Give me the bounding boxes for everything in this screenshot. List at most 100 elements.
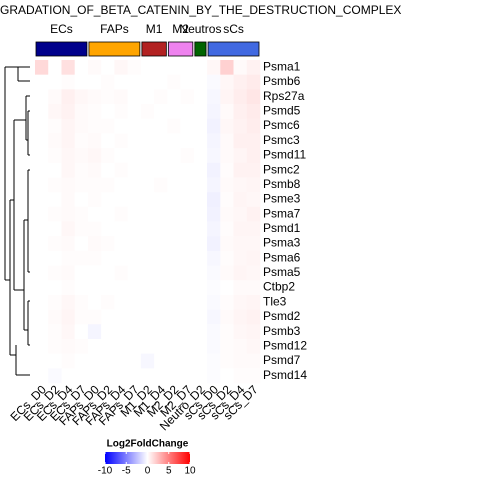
heatmap-cell — [87, 265, 102, 281]
row-label: Psmc3 — [263, 133, 300, 147]
heatmap-cell — [180, 324, 195, 340]
heatmap-cell — [48, 280, 62, 296]
heatmap-cell — [87, 250, 102, 266]
heatmap-cell — [180, 338, 195, 354]
heatmap-cell — [101, 250, 115, 266]
heatmap-cell — [61, 324, 76, 340]
heatmap-cell — [246, 177, 261, 193]
heatmap-cell — [233, 162, 248, 178]
heatmap-cell — [87, 236, 102, 252]
heatmap-cell — [246, 353, 261, 369]
group-label: FAPs — [100, 22, 129, 36]
heatmap-cell — [127, 74, 142, 90]
row-label: Psmb6 — [263, 74, 301, 88]
heatmap-cell — [74, 89, 89, 105]
heatmap-cell — [87, 162, 102, 178]
heatmap-cell — [207, 368, 221, 384]
heatmap-cell — [140, 338, 155, 354]
heatmap-cell — [48, 89, 62, 105]
heatmap-cell — [127, 280, 142, 296]
heatmap-cell — [48, 177, 62, 193]
heatmap-cell — [114, 206, 128, 222]
heatmap-cell — [207, 148, 221, 164]
heatmap-cell — [74, 148, 89, 164]
heatmap-cell — [35, 192, 49, 208]
legend-tick-label: -5 — [122, 466, 131, 477]
heatmap-cell — [246, 368, 261, 384]
heatmap-cell — [220, 162, 234, 178]
heatmap-cell — [35, 250, 49, 266]
heatmap-cell — [154, 265, 168, 281]
heatmap-cell — [180, 250, 195, 266]
heatmap-cell — [74, 309, 89, 325]
heatmap-cell — [154, 192, 168, 208]
heatmap-cell — [140, 250, 155, 266]
heatmap-cell — [35, 74, 49, 90]
heatmap-cell — [140, 162, 155, 178]
heatmap-cell — [74, 133, 89, 149]
heatmap-cell — [220, 133, 234, 149]
heatmap-cell — [193, 89, 208, 105]
heatmap-cell — [220, 118, 234, 134]
heatmap-cell — [61, 236, 76, 252]
heatmap-cell — [74, 250, 89, 266]
heatmap-cell — [233, 192, 248, 208]
legend-tick-label: -10 — [98, 466, 113, 477]
heatmap-cell — [180, 148, 195, 164]
heatmap-cell — [220, 89, 234, 105]
heatmap-cell — [74, 221, 89, 237]
row-label: Psmc6 — [263, 118, 300, 132]
heatmap-cell — [154, 250, 168, 266]
heatmap-cell — [233, 265, 248, 281]
heatmap-cell — [154, 338, 168, 354]
heatmap-cell — [246, 148, 261, 164]
heatmap-cell — [140, 353, 155, 369]
heatmap-cell — [127, 118, 142, 134]
heatmap-cell — [87, 74, 102, 90]
heatmap-cell — [140, 148, 155, 164]
heatmap-cell — [87, 294, 102, 310]
heatmap-cell — [87, 118, 102, 134]
heatmap-cell — [207, 177, 221, 193]
heatmap-cell — [114, 280, 128, 296]
heatmap-cell — [35, 368, 49, 384]
heatmap-cell — [35, 236, 49, 252]
heatmap-cell — [48, 324, 62, 340]
heatmap-cell — [233, 60, 248, 75]
heatmap-cell — [114, 133, 128, 149]
heatmap-cell — [154, 221, 168, 237]
heatmap-cell — [233, 368, 248, 384]
heatmap-cell — [193, 324, 208, 340]
heatmap-cell — [154, 162, 168, 178]
heatmap-cell — [127, 309, 142, 325]
heatmap-cell — [233, 250, 248, 266]
heatmap-cell — [220, 338, 234, 354]
heatmap-cell — [220, 236, 234, 252]
heatmap-cell — [127, 177, 142, 193]
heatmap-cell — [114, 353, 128, 369]
heatmap-cell — [140, 221, 155, 237]
heatmap-cell — [61, 104, 76, 120]
heatmap-cell — [207, 221, 221, 237]
heatmap-cell — [220, 74, 234, 90]
heatmap-cell — [127, 89, 142, 105]
heatmap-cell — [101, 324, 115, 340]
heatmap-cell — [101, 368, 115, 384]
heatmap-cell — [35, 338, 49, 354]
heatmap-cell — [167, 250, 181, 266]
group-annotation — [167, 41, 194, 57]
heatmap-cell — [154, 236, 168, 252]
heatmap-cell — [220, 177, 234, 193]
heatmap-cell — [48, 74, 62, 90]
chart-title: GRADATION_OF_BETA_CATENIN_BY_THE_DESTRUC… — [0, 3, 401, 17]
heatmap-cell — [140, 60, 155, 75]
heatmap-cell — [154, 368, 168, 384]
heatmap-cell — [61, 60, 76, 75]
heatmap-cell — [48, 221, 62, 237]
heatmap-cell — [193, 236, 208, 252]
heatmap-cell — [61, 133, 76, 149]
heatmap-cell — [114, 104, 128, 120]
heatmap-cell — [167, 162, 181, 178]
heatmap-cell — [48, 104, 62, 120]
heatmap-cell — [220, 148, 234, 164]
